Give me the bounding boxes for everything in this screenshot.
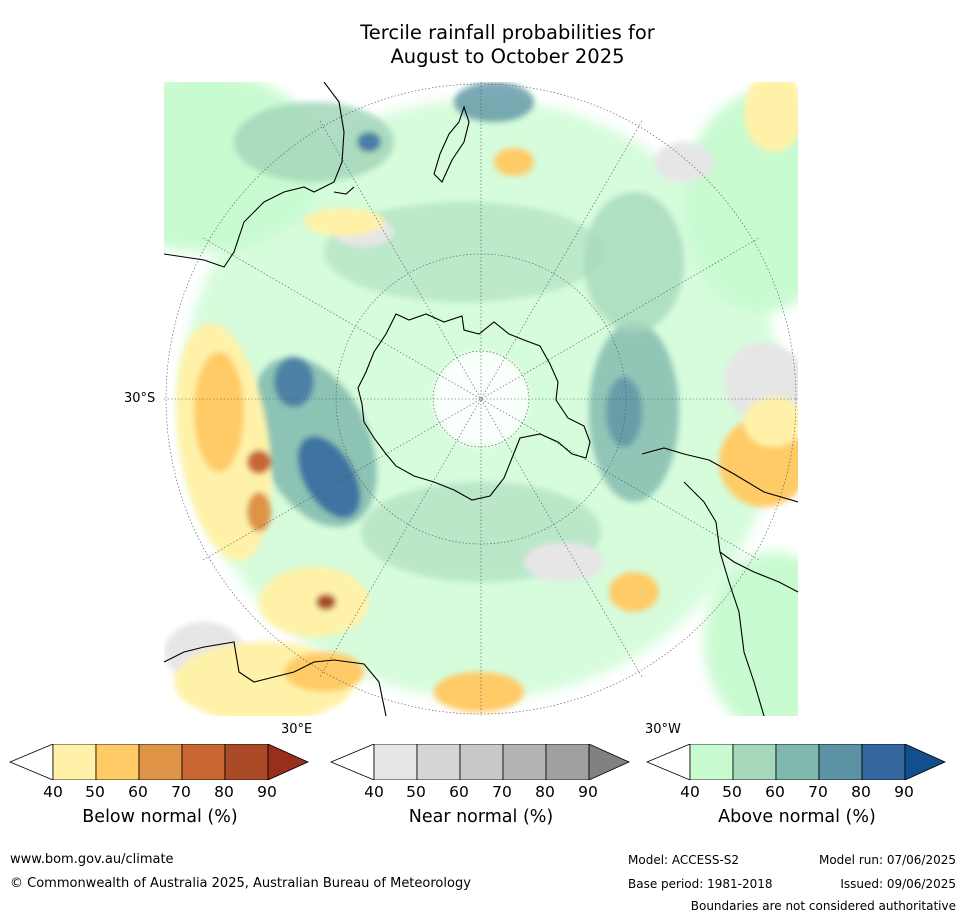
base-period-text: Base period: 1981-2018 xyxy=(628,877,773,891)
lon-label-30w: 30°W xyxy=(645,722,681,737)
colorbar-segment xyxy=(95,744,140,780)
colorbar-low-extension xyxy=(9,744,54,780)
colorbar-segment xyxy=(732,744,777,780)
colorbar-segment xyxy=(502,744,547,780)
map-canvas xyxy=(164,82,798,716)
above-normal-colorbar xyxy=(646,744,946,780)
above-normal-title: Above normal (%) xyxy=(718,807,876,827)
tick-label: 40 xyxy=(680,783,700,801)
tick-label: 80 xyxy=(214,783,234,801)
tick-label: 80 xyxy=(851,783,871,801)
colorbar-segment xyxy=(52,744,97,780)
colorbar-segment xyxy=(181,744,226,780)
colorbar-segment xyxy=(861,744,906,780)
tick-label: 90 xyxy=(894,783,914,801)
near-normal-colorbar xyxy=(330,744,630,780)
graticule xyxy=(164,82,798,716)
new-zealand-coastline xyxy=(433,105,470,183)
model-text: Model: ACCESS-S2 xyxy=(628,853,740,867)
tick-label: 70 xyxy=(492,783,512,801)
title-line-1: Tercile rainfall probabilities for xyxy=(360,21,655,44)
below-normal-colorbar xyxy=(9,744,309,780)
title-line-2: August to October 2025 xyxy=(390,45,625,68)
colorbar-segment xyxy=(459,744,504,780)
near-normal-title: Near normal (%) xyxy=(408,807,554,827)
tick-label: 90 xyxy=(578,783,598,801)
lon-label-30e: 30°E xyxy=(281,722,313,737)
polar-cap-region xyxy=(433,351,529,447)
tick-label: 50 xyxy=(85,783,105,801)
coastlines xyxy=(164,82,798,716)
disclaimer-text: Boundaries are not considered authoritat… xyxy=(690,899,956,913)
tick-label: 60 xyxy=(128,783,148,801)
tick-label: 40 xyxy=(43,783,63,801)
colorbar-low-extension xyxy=(646,744,691,780)
colorbar-segment xyxy=(416,744,461,780)
antarctica-coastline xyxy=(357,313,591,501)
colorbar-high-extension xyxy=(904,744,946,780)
colorbar-segment xyxy=(138,744,183,780)
tick-label: 70 xyxy=(171,783,191,801)
colorbar-segment xyxy=(818,744,863,780)
africa-coastline xyxy=(164,641,387,716)
tick-label: 50 xyxy=(406,783,426,801)
colorbar-low-extension xyxy=(330,744,375,780)
colorbar-segment xyxy=(545,744,590,780)
issued-text: Issued: 09/06/2025 xyxy=(840,877,956,891)
model-run-text: Model run: 07/06/2025 xyxy=(818,853,956,867)
lat-label-30s: 30°S xyxy=(124,391,156,406)
below-normal-regions xyxy=(174,82,798,716)
probability-map xyxy=(164,82,798,716)
copyright-text: © Commonwealth of Australia 2025, Austra… xyxy=(10,876,471,891)
tick-label: 50 xyxy=(722,783,742,801)
south-america-coastline xyxy=(641,447,798,716)
below-normal-title: Below normal (%) xyxy=(82,807,238,827)
tick-label: 60 xyxy=(765,783,785,801)
colorbar-segment xyxy=(224,744,269,780)
tick-label: 80 xyxy=(535,783,555,801)
tick-label: 90 xyxy=(257,783,277,801)
colorbar-segment xyxy=(373,744,418,780)
website-link[interactable]: www.bom.gov.au/climate xyxy=(10,852,174,867)
map-title: Tercile rainfall probabilities for Augus… xyxy=(0,21,965,69)
colorbar-segment xyxy=(689,744,734,780)
australia-coastline xyxy=(164,82,355,268)
colorbar-segment xyxy=(775,744,820,780)
tick-label: 40 xyxy=(364,783,384,801)
tick-label: 70 xyxy=(808,783,828,801)
colorbar-high-extension xyxy=(267,744,309,780)
colorbar-high-extension xyxy=(588,744,630,780)
tick-label: 60 xyxy=(449,783,469,801)
